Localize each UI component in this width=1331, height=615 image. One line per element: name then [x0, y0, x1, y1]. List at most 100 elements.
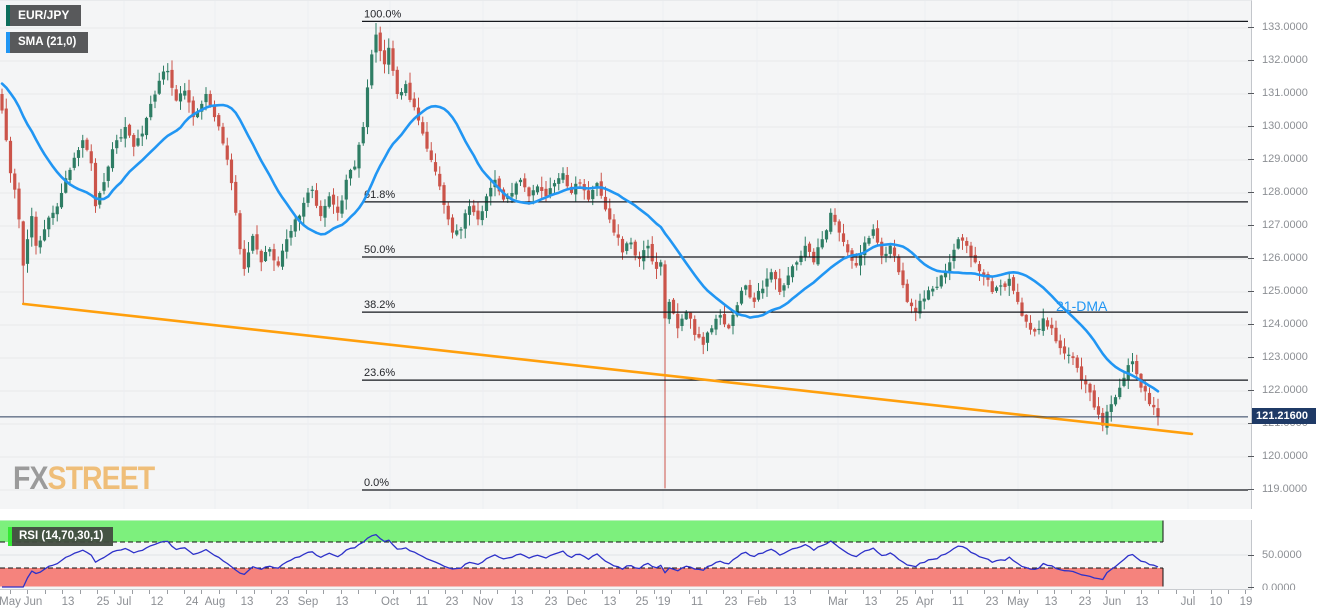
time-tick [967, 590, 968, 594]
time-tick [131, 590, 133, 594]
time-tick [1071, 590, 1073, 594]
time-tick [218, 590, 220, 594]
time-tick [740, 590, 742, 594]
price-tick [1248, 191, 1254, 193]
time-tick-label: 25 [635, 596, 649, 608]
time-tick [271, 590, 272, 594]
time-tick-label: 13 [61, 596, 75, 608]
price-tick-label: 120.0000 [1262, 450, 1308, 462]
rsi-oversold-band [0, 568, 1163, 587]
time-tick [1106, 590, 1108, 594]
time-tick [114, 590, 116, 594]
main-chart-canvas[interactable]: 100.0% 61.8% 50.0% 38.2% 23.6% 0.0% [0, 1, 1252, 510]
price-tick-label: 128.0000 [1262, 186, 1308, 198]
fib-retracement[interactable]: 100.0% 61.8% 50.0% 38.2% 23.6% 0.0% [362, 8, 1248, 491]
time-tick [1245, 590, 1247, 594]
time-tick [323, 590, 325, 594]
fib-label: 100.0% [364, 8, 402, 20]
time-tick [166, 590, 168, 594]
time-tick [1193, 590, 1195, 594]
time-tick [62, 590, 64, 594]
time-tick-label: 10 [1209, 596, 1223, 608]
time-tick-label: 13 [240, 596, 254, 608]
time-tick-label: Jun [23, 596, 43, 608]
time-tick-label: Feb [747, 596, 767, 608]
fxstreet-watermark: FXSTREET [13, 461, 155, 498]
current-price-badge: 121.21600 [1252, 408, 1316, 424]
time-tick-label: '19 [655, 596, 671, 608]
time-tick-label: 13 [335, 596, 349, 608]
price-tick-label: 132.0000 [1262, 54, 1308, 66]
fib-label: 61.8% [364, 189, 395, 201]
time-tick-label: Jul [116, 596, 132, 608]
price-tick-label: 126.0000 [1262, 252, 1308, 264]
time-tick [1175, 590, 1177, 594]
panel-splitter[interactable] [0, 509, 1252, 520]
time-tick [410, 590, 412, 594]
price-tick [1248, 59, 1254, 61]
time-tick [253, 590, 255, 594]
price-tick-label: 125.0000 [1262, 285, 1308, 297]
time-tick [636, 590, 638, 594]
watermark-fx: FX [13, 461, 48, 497]
time-tick-label: Nov [472, 596, 494, 608]
sma-indicator-badge[interactable]: SMA (21,0) [6, 32, 89, 53]
time-tick-label: 11 [952, 596, 964, 608]
time-tick [462, 590, 464, 594]
time-tick [514, 590, 516, 594]
time-tick-label: 11 [416, 596, 428, 608]
price-tick-label: 119.0000 [1262, 483, 1308, 495]
time-tick [758, 590, 760, 594]
rsi-tick [1248, 554, 1254, 556]
rsi-indicator-badge[interactable]: RSI (14,70,30,1) [8, 527, 114, 546]
time-tick [619, 590, 620, 594]
rsi-canvas[interactable] [0, 520, 1251, 589]
time-tick-label: 13 [1044, 596, 1058, 608]
time-tick [845, 590, 847, 594]
price-axis[interactable]: 133.0000 132.0000 131.0000 130.0000 129.0000… [1248, 0, 1331, 594]
time-tick-label: 23 [275, 596, 289, 608]
trendline[interactable] [21, 302, 1194, 436]
time-tick-label: 19 [1239, 596, 1253, 608]
time-tick-label: 23 [724, 596, 738, 608]
time-axis[interactable]: May Jun 13 25 Jul 12 24 Aug 13 23 Sep 13 Oct 11 23 Nov 1… [0, 590, 1331, 615]
time-tick [445, 590, 446, 594]
symbol-badge[interactable]: EUR/JPY [6, 5, 82, 26]
price-tick-label: 133.0000 [1262, 21, 1308, 33]
time-tick [479, 590, 481, 594]
time-tick [688, 590, 690, 594]
sma-line[interactable] [0, 82, 1160, 393]
candlestick-series [0, 23, 1160, 489]
time-tick [1001, 590, 1003, 594]
fib-label: 38.2% [364, 299, 395, 311]
price-tick [1248, 389, 1254, 391]
time-tick [671, 590, 673, 594]
time-tick [358, 590, 359, 594]
time-tick [1228, 590, 1229, 594]
time-tick [97, 590, 98, 594]
time-tick [149, 590, 151, 594]
time-tick [949, 590, 951, 594]
price-tick [1248, 422, 1254, 424]
price-tick-label: 124.0000 [1262, 318, 1308, 330]
time-tick [27, 590, 29, 594]
rsi-panel[interactable] [0, 520, 1252, 590]
time-tick-label: 23 [985, 596, 999, 608]
time-tick [392, 590, 394, 594]
time-tick [1210, 590, 1212, 594]
time-tick [10, 590, 11, 594]
time-tick [497, 590, 499, 594]
time-tick-label: Dec [566, 596, 588, 608]
time-tick-label: Jul [1180, 596, 1196, 608]
time-tick [932, 590, 934, 594]
fib-label: 50.0% [364, 244, 395, 256]
main-price-panel[interactable]: 100.0% 61.8% 50.0% 38.2% 23.6% 0.0% [0, 0, 1252, 510]
time-tick [862, 590, 864, 594]
time-tick [288, 590, 290, 594]
grid-lines [0, 1, 1252, 510]
time-tick-label: 13 [1135, 596, 1149, 608]
time-tick-label: 24 [185, 596, 199, 608]
time-tick [793, 590, 794, 594]
time-tick-label: 23 [544, 596, 558, 608]
